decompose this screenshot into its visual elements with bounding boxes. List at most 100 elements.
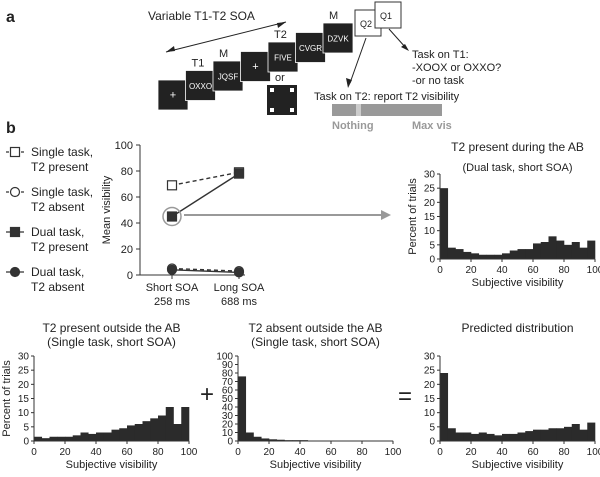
x-tick-label: 688 ms bbox=[221, 296, 258, 308]
legend-label: T2 absent bbox=[31, 200, 85, 214]
histogram-bar bbox=[533, 243, 542, 259]
histogram-bar bbox=[471, 253, 480, 259]
hist-dual-chart: T2 present during the AB (Dual task, shor… bbox=[407, 140, 600, 289]
y-tick-label: 60 bbox=[121, 192, 133, 204]
histogram-bar bbox=[127, 425, 136, 441]
q1-box bbox=[374, 1, 402, 29]
frame-label: T1 bbox=[192, 58, 205, 70]
x-tick-label: 80 bbox=[558, 447, 570, 458]
ab-link-arrowhead bbox=[381, 210, 391, 220]
histogram-bar bbox=[525, 249, 534, 259]
x-tick-label: 80 bbox=[152, 447, 164, 458]
histogram-bar bbox=[509, 433, 518, 441]
histogram-bar bbox=[494, 254, 503, 259]
y-tick-label: 70 bbox=[222, 377, 234, 388]
series-line bbox=[171, 269, 240, 274]
soa-arrowhead-left bbox=[166, 46, 175, 52]
histogram-bar bbox=[142, 421, 151, 441]
frame-sequence: + OXXO T1 JQSF M + FIVE T2 CVGR DZVK M bbox=[157, 10, 354, 111]
histogram-bar bbox=[253, 436, 262, 441]
x-tick-label: 20 bbox=[465, 265, 477, 276]
t1-task-arrow bbox=[388, 28, 407, 49]
x-axis-label: Subjective visibility bbox=[472, 277, 564, 289]
legend-label: Dual task, bbox=[31, 265, 84, 279]
y-tick-label: 15 bbox=[18, 394, 30, 405]
x-tick-label: 100 bbox=[181, 447, 198, 458]
legend-marker bbox=[9, 226, 21, 238]
frame-label: M bbox=[219, 48, 228, 60]
t2-task-arrowhead bbox=[346, 78, 352, 88]
mask-dot bbox=[270, 108, 274, 112]
y-tick-label: 30 bbox=[424, 352, 436, 363]
histogram-bar bbox=[440, 373, 449, 441]
frame-label: M bbox=[329, 10, 338, 22]
histogram-bar bbox=[134, 424, 143, 441]
chart-title: T2 present outside the AB bbox=[42, 321, 180, 335]
plus-sign: + bbox=[200, 381, 214, 408]
histogram-bar bbox=[502, 253, 511, 259]
y-tick-label: 60 bbox=[222, 386, 234, 397]
histogram-bar bbox=[486, 433, 495, 441]
histogram-bar bbox=[261, 438, 270, 441]
histogram-bar bbox=[579, 429, 588, 441]
data-point bbox=[233, 168, 245, 179]
y-tick-label: 0 bbox=[23, 437, 29, 448]
y-tick-label: 15 bbox=[424, 212, 436, 223]
x-tick-label: 20 bbox=[263, 447, 275, 458]
legend-label: Single task, bbox=[31, 145, 93, 159]
x-tick-label: 60 bbox=[121, 447, 133, 458]
y-tick-label: 30 bbox=[222, 411, 234, 422]
histogram-bar bbox=[478, 432, 487, 441]
x-tick-label: 0 bbox=[437, 265, 443, 276]
chart-subtitle: (Dual task, short SOA) bbox=[462, 162, 572, 174]
series-line bbox=[171, 173, 240, 218]
histogram-bar bbox=[494, 435, 503, 441]
y-tick-label: 90 bbox=[222, 360, 234, 371]
histogram-bar bbox=[440, 188, 449, 259]
y-tick-label: 30 bbox=[18, 352, 30, 363]
chart-title: T2 present during the AB bbox=[451, 140, 584, 154]
y-tick-label: 80 bbox=[222, 369, 234, 380]
frame-stimulus-text: OXXO bbox=[189, 82, 212, 91]
x-tick-label: 60 bbox=[527, 447, 539, 458]
stimulus-frame bbox=[212, 60, 244, 92]
histogram-bar bbox=[509, 250, 518, 259]
frame-label: T2 bbox=[274, 29, 287, 41]
histogram-bar bbox=[238, 376, 247, 441]
mask-dot bbox=[270, 88, 274, 92]
data-point bbox=[166, 211, 178, 222]
stimulus-frame bbox=[185, 70, 216, 101]
histogram-bar bbox=[478, 254, 487, 259]
histogram-bar bbox=[269, 439, 278, 441]
scale-left-label: Nothing bbox=[332, 120, 374, 132]
histogram-bar bbox=[111, 429, 120, 441]
histogram-bar bbox=[571, 424, 580, 441]
x-tick-label: 100 bbox=[385, 447, 402, 458]
frame-stimulus-text: + bbox=[170, 90, 176, 102]
histogram-bar bbox=[556, 240, 565, 259]
x-tick-label: 40 bbox=[496, 265, 508, 276]
histogram-bar bbox=[540, 429, 549, 441]
y-tick-label: 25 bbox=[424, 366, 436, 377]
x-tick-label: 20 bbox=[59, 447, 71, 458]
histogram-bar bbox=[533, 429, 542, 441]
data-point bbox=[166, 180, 178, 191]
x-axis-label: Subjective visibility bbox=[270, 459, 362, 471]
y-tick-label: 20 bbox=[424, 380, 436, 391]
histogram-bar bbox=[548, 428, 557, 441]
y-tick-label: 20 bbox=[222, 420, 234, 431]
soa-arrow bbox=[165, 21, 287, 53]
legend-label: T2 present bbox=[31, 160, 89, 174]
x-tick-label: 80 bbox=[356, 447, 368, 458]
chart-subtitle: (Single task, short SOA) bbox=[47, 335, 176, 349]
soa-arrowhead-right bbox=[277, 22, 286, 28]
mean-visibility-chart: 0 20 40 60 80 100 Mean visibility Short SOA 258 … bbox=[101, 140, 265, 308]
histogram-bar bbox=[165, 407, 174, 441]
y-tick-label: 0 bbox=[429, 437, 435, 448]
histogram-bar bbox=[80, 432, 89, 441]
series-line bbox=[171, 171, 240, 186]
y-tick-label: 100 bbox=[115, 140, 133, 152]
histogram-bar bbox=[41, 438, 50, 441]
chart-title: Predicted distribution bbox=[461, 321, 573, 335]
